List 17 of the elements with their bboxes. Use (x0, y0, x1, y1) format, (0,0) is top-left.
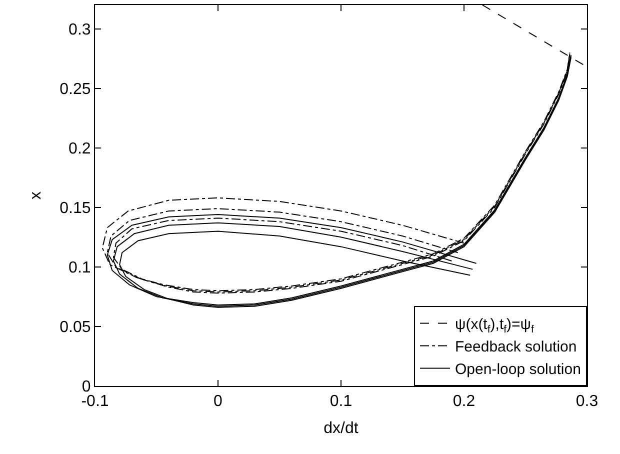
y-tick-label: 0.15 (60, 200, 91, 218)
y-tick-label: 0.05 (60, 319, 91, 336)
x-tick-label: -0.1 (81, 393, 109, 410)
y-tick-label: 0.2 (68, 140, 91, 158)
y-axis-title: x (28, 192, 45, 200)
legend-label: ψ(x(t$_{f}$),t$_{f}$)=ψ$_{f}$ (455, 316, 534, 336)
x-tick-label: 0 (214, 393, 223, 410)
legend-label: Open-loop solution (455, 361, 581, 378)
y-tick-label: 0.25 (60, 80, 91, 98)
x-tick-label: 0.2 (452, 393, 476, 410)
x-tick-label: 0.1 (330, 393, 352, 410)
y-tick-label: 0 (82, 378, 91, 396)
x-tick-label: 0.3 (576, 393, 598, 410)
y-tick-label: 0.1 (68, 260, 91, 277)
x-axis-title: dx/dt (324, 420, 359, 437)
y-tick-label: 0.3 (68, 21, 91, 38)
legend-label: Feedback solution (455, 338, 577, 356)
